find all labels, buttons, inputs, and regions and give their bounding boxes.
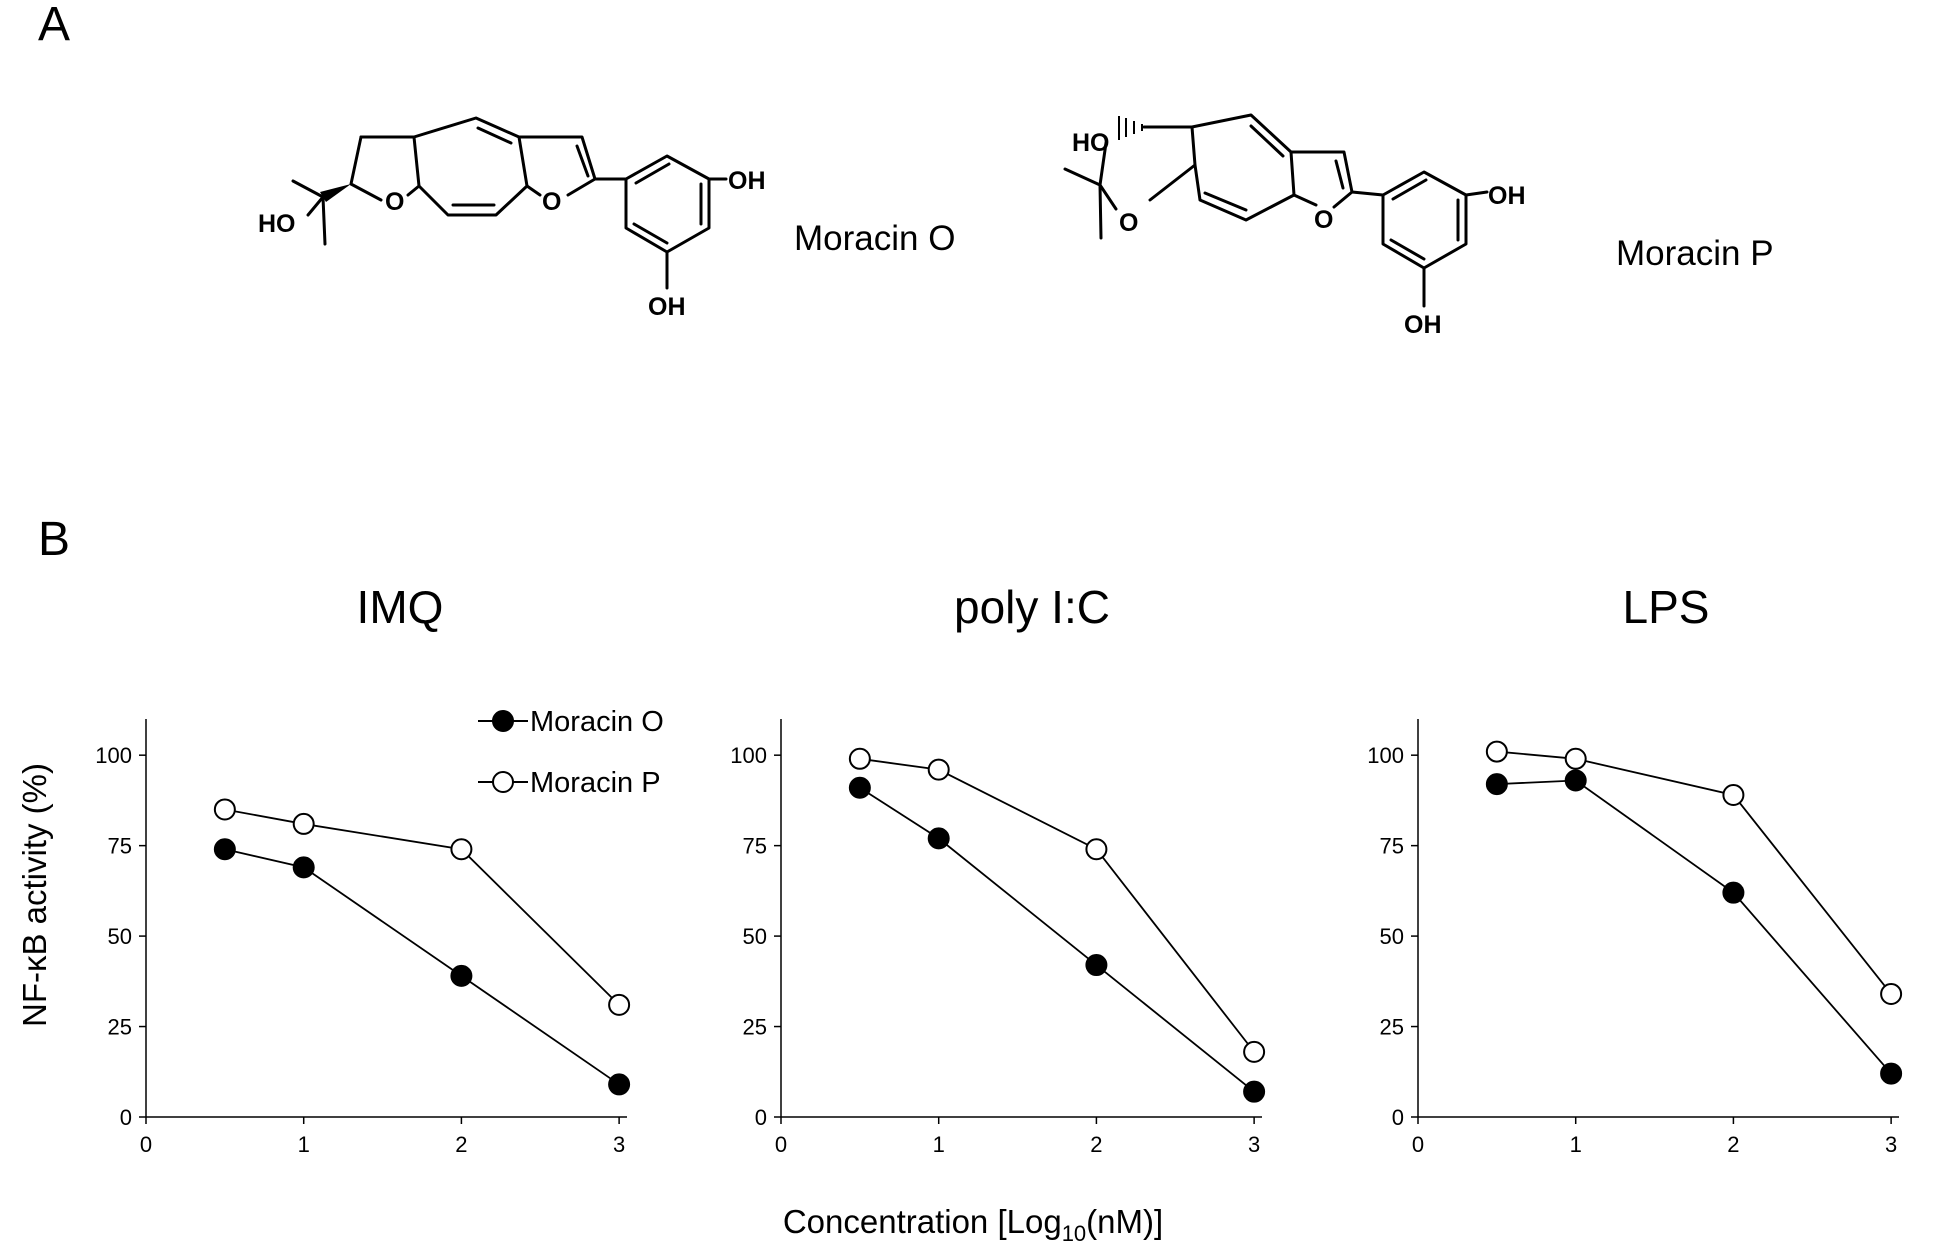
x-tick-label: 3 [1248,1132,1260,1157]
x-axis-title-suffix: (nM)] [1086,1203,1163,1240]
chart-imq: IMQ 0 25 50 75 100 0 1 2 3 [95,581,631,1157]
moracin-o-atom-oh2: OH [648,293,686,321]
moracin-o-atom-ho: HO [258,210,296,238]
y-tick-label: 75 [108,834,132,859]
x-axis-title-subscript: 10 [1062,1221,1086,1242]
data-point-moracin-o [292,856,315,879]
series-line-moracin-o [1496,779,1892,1075]
data-point-moracin-p [1722,783,1745,806]
panel-a-label: A [38,0,70,51]
legend-label-moracin-p: Moracin P [530,767,661,799]
chart-title-lps: LPS [1623,581,1710,633]
data-point-moracin-o [1243,1080,1266,1103]
y-tick-label: 50 [108,924,132,949]
moracin-p-structure [1063,113,1489,308]
moracin-o-label: Moracin O [794,219,955,258]
data-point-moracin-p [1243,1040,1266,1063]
data-point-moracin-o [1564,769,1587,792]
moracin-o-atom-o2: O [542,188,561,216]
moracin-p-atom-ho: HO [1072,129,1110,157]
x-tick-label: 0 [140,1132,152,1157]
data-point-moracin-o [213,838,236,861]
y-tick-label: 0 [120,1105,132,1130]
data-point-moracin-o [927,827,950,850]
data-point-moracin-p [213,798,236,821]
moracin-p-atom-o2: O [1314,206,1333,234]
y-tick-label: 75 [1380,834,1404,859]
y-tick-label: 0 [755,1105,767,1130]
legend-marker-moracin-p [492,771,514,793]
x-tick-label: 1 [298,1132,310,1157]
y-tick-label: 0 [1392,1105,1404,1130]
y-tick-label: 25 [108,1015,132,1040]
moracin-p-atom-oh1: OH [1488,182,1526,210]
y-tick-label: 75 [743,834,767,859]
data-point-moracin-o [1485,773,1508,796]
data-point-moracin-p [292,812,315,835]
x-tick-label: 0 [1412,1132,1424,1157]
x-axis-title: Concentration [Log10(nM)] [783,1203,1163,1242]
y-tick-label: 25 [743,1015,767,1040]
legend-label-moracin-o: Moracin O [530,706,664,738]
x-tick-label: 3 [1885,1132,1897,1157]
series-line-moracin-p [224,808,620,1006]
moracin-p-hash-bond [1118,116,1143,140]
moracin-p-atom-oh2: OH [1404,311,1442,339]
moracin-p-label: Moracin P [1616,234,1774,273]
x-tick-label: 0 [775,1132,787,1157]
legend: Moracin O Moracin P [478,706,664,799]
x-tick-label: 1 [1570,1132,1582,1157]
x-tick-label: 2 [455,1132,467,1157]
data-point-moracin-o [1880,1062,1903,1085]
legend-marker-moracin-o [492,710,514,732]
data-point-moracin-p [608,993,631,1016]
data-point-moracin-o [1085,954,1108,977]
chart-poly-ic: poly I:C 0 25 50 75 100 0 1 2 3 [730,581,1266,1157]
moracin-o-atom-o1: O [385,188,404,216]
data-point-moracin-p [1564,747,1587,770]
x-axis-title-base: Concentration [Log [783,1203,1062,1240]
data-point-moracin-p [1880,982,1903,1005]
data-point-moracin-p [1085,838,1108,861]
y-tick-label: 50 [743,924,767,949]
y-axis-title: NF-κB activity (%) [16,763,53,1027]
x-tick-label: 1 [933,1132,945,1157]
x-tick-label: 2 [1727,1132,1739,1157]
moracin-p-atom-o1: O [1119,209,1138,237]
moracin-o-atom-oh1: OH [728,167,766,195]
chart-title-poly-ic: poly I:C [954,581,1110,633]
panel-b-label: B [38,513,70,566]
x-tick-label: 3 [613,1132,625,1157]
data-point-moracin-o [450,964,473,987]
chart-title-imq: IMQ [357,581,444,633]
data-point-moracin-p [848,747,871,770]
series-line-moracin-o [224,848,620,1086]
data-point-moracin-o [1722,881,1745,904]
y-tick-label: 100 [95,743,132,768]
y-tick-label: 25 [1380,1015,1404,1040]
data-point-moracin-o [608,1073,631,1096]
data-point-moracin-p [927,758,950,781]
y-tick-label: 100 [1367,743,1404,768]
series-line-moracin-o [859,786,1255,1093]
data-point-moracin-o [848,776,871,799]
x-tick-label: 2 [1090,1132,1102,1157]
series-line-moracin-p [1496,750,1892,995]
moracin-o-structure [291,116,728,290]
y-tick-label: 50 [1380,924,1404,949]
y-tick-label: 100 [730,743,767,768]
series-line-moracin-p [859,757,1255,1053]
data-point-moracin-p [450,838,473,861]
data-point-moracin-p [1485,740,1508,763]
chart-lps: LPS 0 25 50 75 100 0 1 2 3 [1367,581,1903,1157]
moracin-o-wedge-bond [320,184,351,202]
